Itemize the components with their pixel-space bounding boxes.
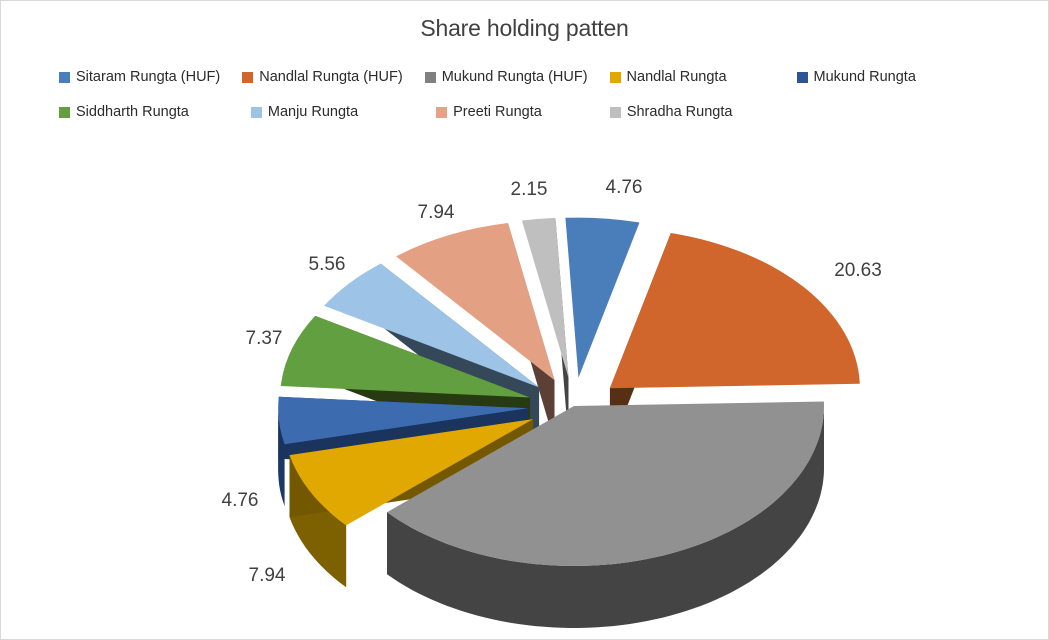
pie-slice-depth (387, 406, 824, 628)
legend-label: Shradha Rungta (626, 104, 733, 120)
legend-swatch-icon (796, 71, 808, 83)
legend-item-manju-rungta[interactable]: Manju Rungta (250, 104, 359, 120)
pie-slice-sitaram-rungta-huf[interactable] (565, 217, 640, 378)
legend-item-preeti-rungta[interactable]: Preeti Rungta (436, 104, 542, 120)
chart-title: Share holding patten (420, 15, 629, 41)
pie-data-label: 2.15 (511, 179, 548, 200)
pie-slice-nandlal-rungta-huf[interactable] (609, 233, 860, 389)
legend-label: Preeti Rungta (453, 104, 542, 120)
legend-swatch-icon (424, 71, 436, 83)
pie-slice-manju-rungta[interactable] (324, 263, 540, 388)
legend-label: Sitaram Rungta (HUF) (76, 69, 221, 85)
legend-swatch-icon (436, 106, 448, 118)
legend-swatch-icon (250, 106, 262, 118)
legend-label: Mukund Rungta (813, 69, 916, 85)
pie-data-label: 7.94 (249, 565, 286, 586)
legend-label: Nandlal Rungta (626, 69, 727, 85)
legend-row-1: Sitaram Rungta (HUF) Nandlal Rungta (HUF… (59, 65, 999, 89)
pie-data-label: 4.76 (222, 490, 259, 511)
legend-item-mukund-rungta[interactable]: Mukund Rungta (796, 69, 916, 85)
pie-data-label: 4.76 (606, 177, 643, 198)
legend-label: Nandlal Rungta (HUF) (259, 69, 403, 85)
pie-slice-preeti-rungta[interactable] (396, 223, 555, 381)
legend-item-sitaram-rungta-huf[interactable]: Sitaram Rungta (HUF) (59, 69, 220, 85)
legend-item-siddharth-rungta[interactable]: Siddharth Rungta (59, 104, 189, 120)
pie-data-label: 20.63 (834, 260, 882, 281)
legend-item-nandlal-rungta[interactable]: Nandlal Rungta (609, 69, 727, 85)
legend-swatch-icon (59, 106, 70, 118)
legend-row-2: Siddharth Rungta Manju Rungta Preeti Run… (59, 100, 999, 124)
legend-item-shradha-rungta[interactable]: Shradha Rungta (609, 104, 733, 120)
pie-data-label: 7.94 (418, 202, 455, 223)
pie-slices-group (278, 217, 860, 628)
legend-swatch-icon (242, 71, 254, 83)
pie-slice-mukund-rungta-huf[interactable] (387, 401, 824, 567)
chart-legend: Sitaram Rungta (HUF) Nandlal Rungta (HUF… (59, 65, 999, 135)
legend-label: Siddharth Rungta (76, 104, 189, 120)
pie-slice-mukund-rungta[interactable] (278, 396, 529, 445)
legend-swatch-icon (59, 71, 70, 83)
legend-item-mukund-rungta-huf[interactable]: Mukund Rungta (HUF) (424, 69, 588, 85)
legend-swatch-icon (609, 106, 621, 118)
legend-item-nandlal-rungta-huf[interactable]: Nandlal Rungta (HUF) (242, 69, 403, 85)
pie-data-label: 5.56 (309, 254, 346, 275)
legend-swatch-icon (609, 71, 621, 83)
pie-slice-nandlal-rungta[interactable] (289, 419, 534, 526)
legend-label: Mukund Rungta (HUF) (441, 69, 588, 85)
pie-slice-shradha-rungta[interactable] (521, 217, 569, 378)
pie-data-label: 7.37 (246, 328, 283, 349)
legend-label: Manju Rungta (267, 104, 359, 120)
pie-slice-siddharth-rungta[interactable] (280, 315, 531, 398)
